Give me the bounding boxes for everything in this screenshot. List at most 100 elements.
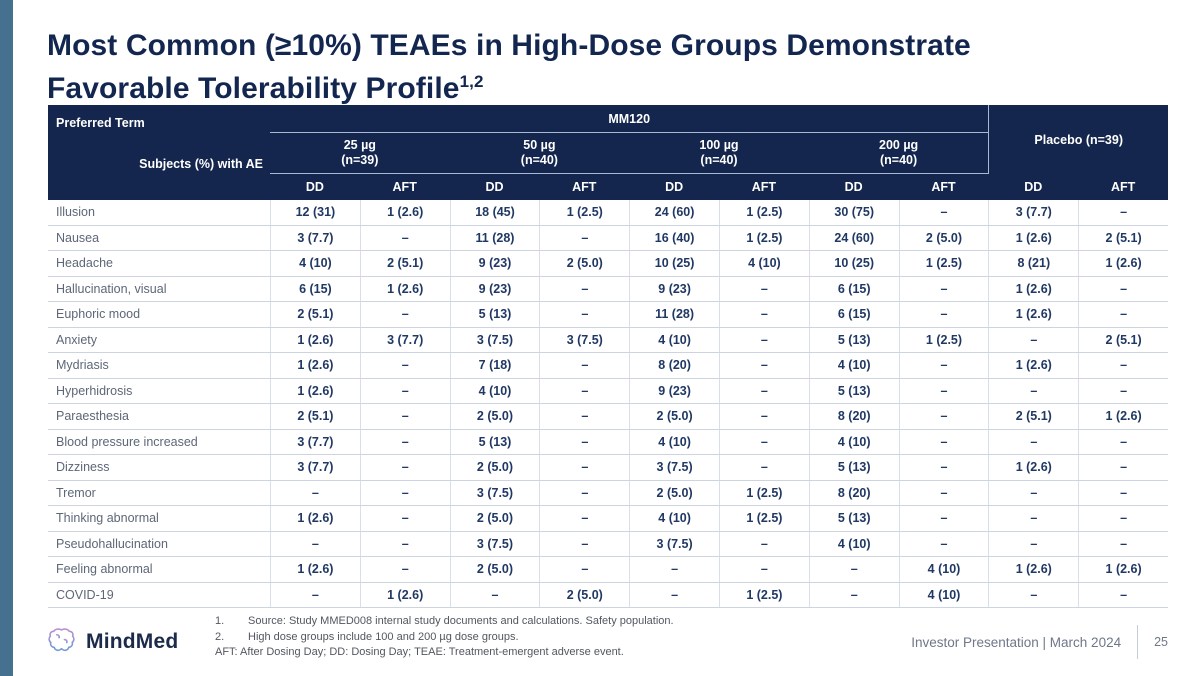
value-cell: – (898, 276, 989, 301)
subcolumn-header: AFT (572, 180, 597, 194)
value-cell: – (808, 582, 899, 607)
value-cell: – (1078, 302, 1168, 327)
value-cell: – (1078, 276, 1168, 301)
value-cell: 9 (23) (629, 276, 719, 301)
value-cell: 10 (25) (808, 251, 899, 276)
value-cell: 1 (2.5) (719, 506, 809, 531)
value-cell: 1 (2.6) (359, 276, 450, 301)
value-cell: – (898, 353, 989, 378)
footer-divider (1137, 625, 1139, 659)
value-cell: 5 (13) (808, 455, 899, 480)
value-cell: 2 (5.1) (1078, 327, 1168, 352)
preferred-term-cell: Mydriasis (56, 358, 109, 373)
value-cell: – (808, 557, 899, 582)
brain-icon (48, 628, 75, 654)
value-cell: – (359, 480, 450, 505)
subcolumn-header: AFT (392, 180, 417, 194)
value-cell: – (719, 531, 809, 556)
value-cell: 4 (10) (898, 582, 989, 607)
value-cell: – (898, 378, 989, 403)
value-cell: – (270, 480, 360, 505)
value-cell: 2 (5.0) (898, 225, 989, 250)
value-cell: 3 (7.5) (539, 327, 629, 352)
value-cell: – (359, 404, 450, 429)
value-cell: 1 (2.6) (988, 225, 1078, 250)
value-cell: 1 (2.6) (270, 327, 360, 352)
table-row: Mydriasis 1 (2.6) –7 (18) –8 (20) –4 (10) –1 … (48, 353, 1168, 379)
value-cell: 1 (2.6) (270, 353, 360, 378)
value-cell: 2 (5.0) (629, 404, 719, 429)
value-cell: 3 (7.5) (629, 531, 719, 556)
abbreviations-line: AFT: After Dosing Day; DD: Dosing Day; T… (215, 646, 624, 658)
preferred-term-cell: Feeling abnormal (56, 562, 153, 577)
value-cell: – (359, 378, 450, 403)
value-cell: – (359, 455, 450, 480)
table-row: Hyperhidrosis 1 (2.6) –4 (10) –9 (23) –5 (13… (48, 378, 1168, 404)
value-cell: – (719, 327, 809, 352)
value-cell: 2 (5.0) (449, 557, 540, 582)
value-cell: 1 (2.6) (988, 455, 1078, 480)
value-cell: 1 (2.6) (988, 302, 1078, 327)
value-cell: – (898, 480, 989, 505)
value-cell: 2 (5.0) (449, 404, 540, 429)
preferred-term-cell: Tremor (56, 485, 96, 500)
value-cell: 4 (10) (719, 251, 809, 276)
table-row: Tremor – –3 (7.5) –2 (5.0) 1 (2.5) 8 (20) – – – (48, 480, 1168, 506)
dose-group-header: 50 µg (n=40) (449, 133, 630, 174)
value-cell: – (539, 276, 629, 301)
value-cell: – (359, 225, 450, 250)
dose-group-header: 100 µg (n=40) (629, 133, 809, 174)
table-row: Dizziness 3 (7.7) –2 (5.0) –3 (7.5) –5 (13) –… (48, 455, 1168, 481)
value-cell: 3 (7.5) (449, 327, 540, 352)
value-cell: 2 (5.1) (988, 404, 1078, 429)
value-cell: – (1078, 506, 1168, 531)
subcolumn-header: DD (485, 180, 504, 194)
value-cell: – (1078, 429, 1168, 454)
value-cell: 5 (13) (808, 327, 899, 352)
value-cell: – (1078, 531, 1168, 556)
value-cell: 1 (2.5) (719, 200, 809, 225)
value-cell: – (1078, 378, 1168, 403)
slide-title: Most Common (≥10%) TEAEs in High-Dose Gr… (47, 28, 971, 107)
value-cell: 11 (28) (449, 225, 540, 250)
value-cell: 3 (7.7) (270, 455, 360, 480)
value-cell: 2 (5.1) (270, 404, 360, 429)
value-cell: 4 (10) (629, 429, 719, 454)
table-row: Blood pressure increased 3 (7.7) –5 (13) –4… (48, 429, 1168, 455)
value-cell: – (719, 429, 809, 454)
value-cell: 3 (7.7) (270, 429, 360, 454)
value-cell: – (898, 506, 989, 531)
table-row: Euphoric mood 2 (5.1) –5 (13) –11 (28) –6 (1… (48, 302, 1168, 328)
value-cell: 2 (5.1) (1078, 225, 1168, 250)
value-cell: 1 (2.6) (1078, 251, 1168, 276)
value-cell: 5 (13) (808, 378, 899, 403)
value-cell: – (1078, 582, 1168, 607)
value-cell: 1 (2.5) (898, 251, 989, 276)
value-cell: 4 (10) (629, 327, 719, 352)
value-cell: – (1078, 480, 1168, 505)
value-cell: 12 (31) (270, 200, 360, 225)
value-cell: – (988, 327, 1078, 352)
value-cell: – (539, 378, 629, 403)
value-cell: – (898, 429, 989, 454)
table-row: Headache 4 (10) 2 (5.1) 9 (23) 2 (5.0) 10 (25… (48, 251, 1168, 277)
table-row: Thinking abnormal 1 (2.6) –2 (5.0) –4 (10) 1… (48, 506, 1168, 532)
value-cell: 1 (2.5) (898, 327, 989, 352)
value-cell: – (719, 455, 809, 480)
value-cell: 1 (2.6) (1078, 404, 1168, 429)
value-cell: 9 (23) (449, 276, 540, 301)
value-cell: – (898, 404, 989, 429)
value-cell: 16 (40) (629, 225, 719, 250)
value-cell: 3 (7.5) (629, 455, 719, 480)
value-cell: 1 (2.6) (1078, 557, 1168, 582)
value-cell: 3 (7.5) (449, 480, 540, 505)
left-accent-bar (0, 0, 13, 676)
value-cell: – (898, 200, 989, 225)
value-cell: – (539, 557, 629, 582)
value-cell: – (359, 429, 450, 454)
value-cell: 2 (5.1) (270, 302, 360, 327)
preferred-term-cell: COVID-19 (56, 587, 114, 602)
preferred-term-cell: Anxiety (56, 332, 97, 347)
subcolumn-header: DD (665, 180, 684, 194)
value-cell: – (629, 557, 719, 582)
